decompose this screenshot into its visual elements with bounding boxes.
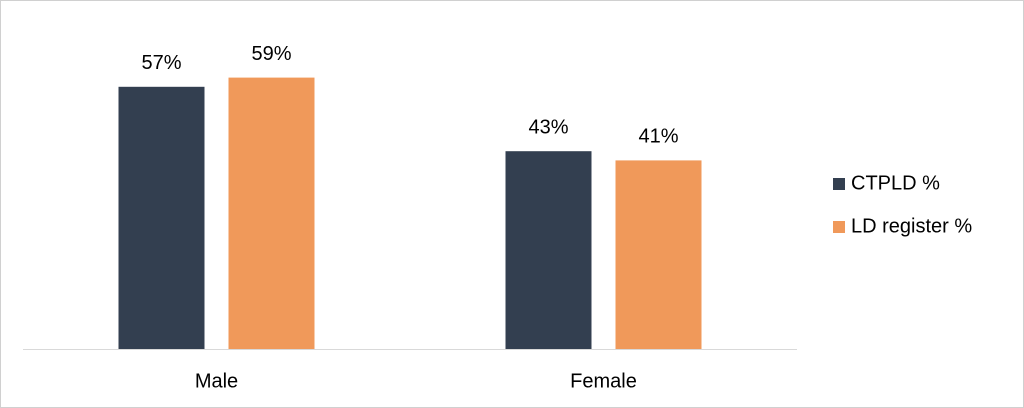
bar [118,86,205,350]
legend-swatch [833,178,845,190]
data-label: 41% [638,126,678,148]
legend-label: LD register % [851,215,972,237]
data-label: 43% [528,116,568,138]
bar [228,77,315,349]
data-label: 59% [251,43,291,65]
bar [615,160,702,349]
bar [505,151,592,349]
x-tick-label: Female [570,370,637,392]
legend-label: CTPLD % [851,172,940,194]
legend-swatch [833,221,845,233]
x-tick-label: Male [195,370,238,392]
data-label: 57% [141,52,181,74]
